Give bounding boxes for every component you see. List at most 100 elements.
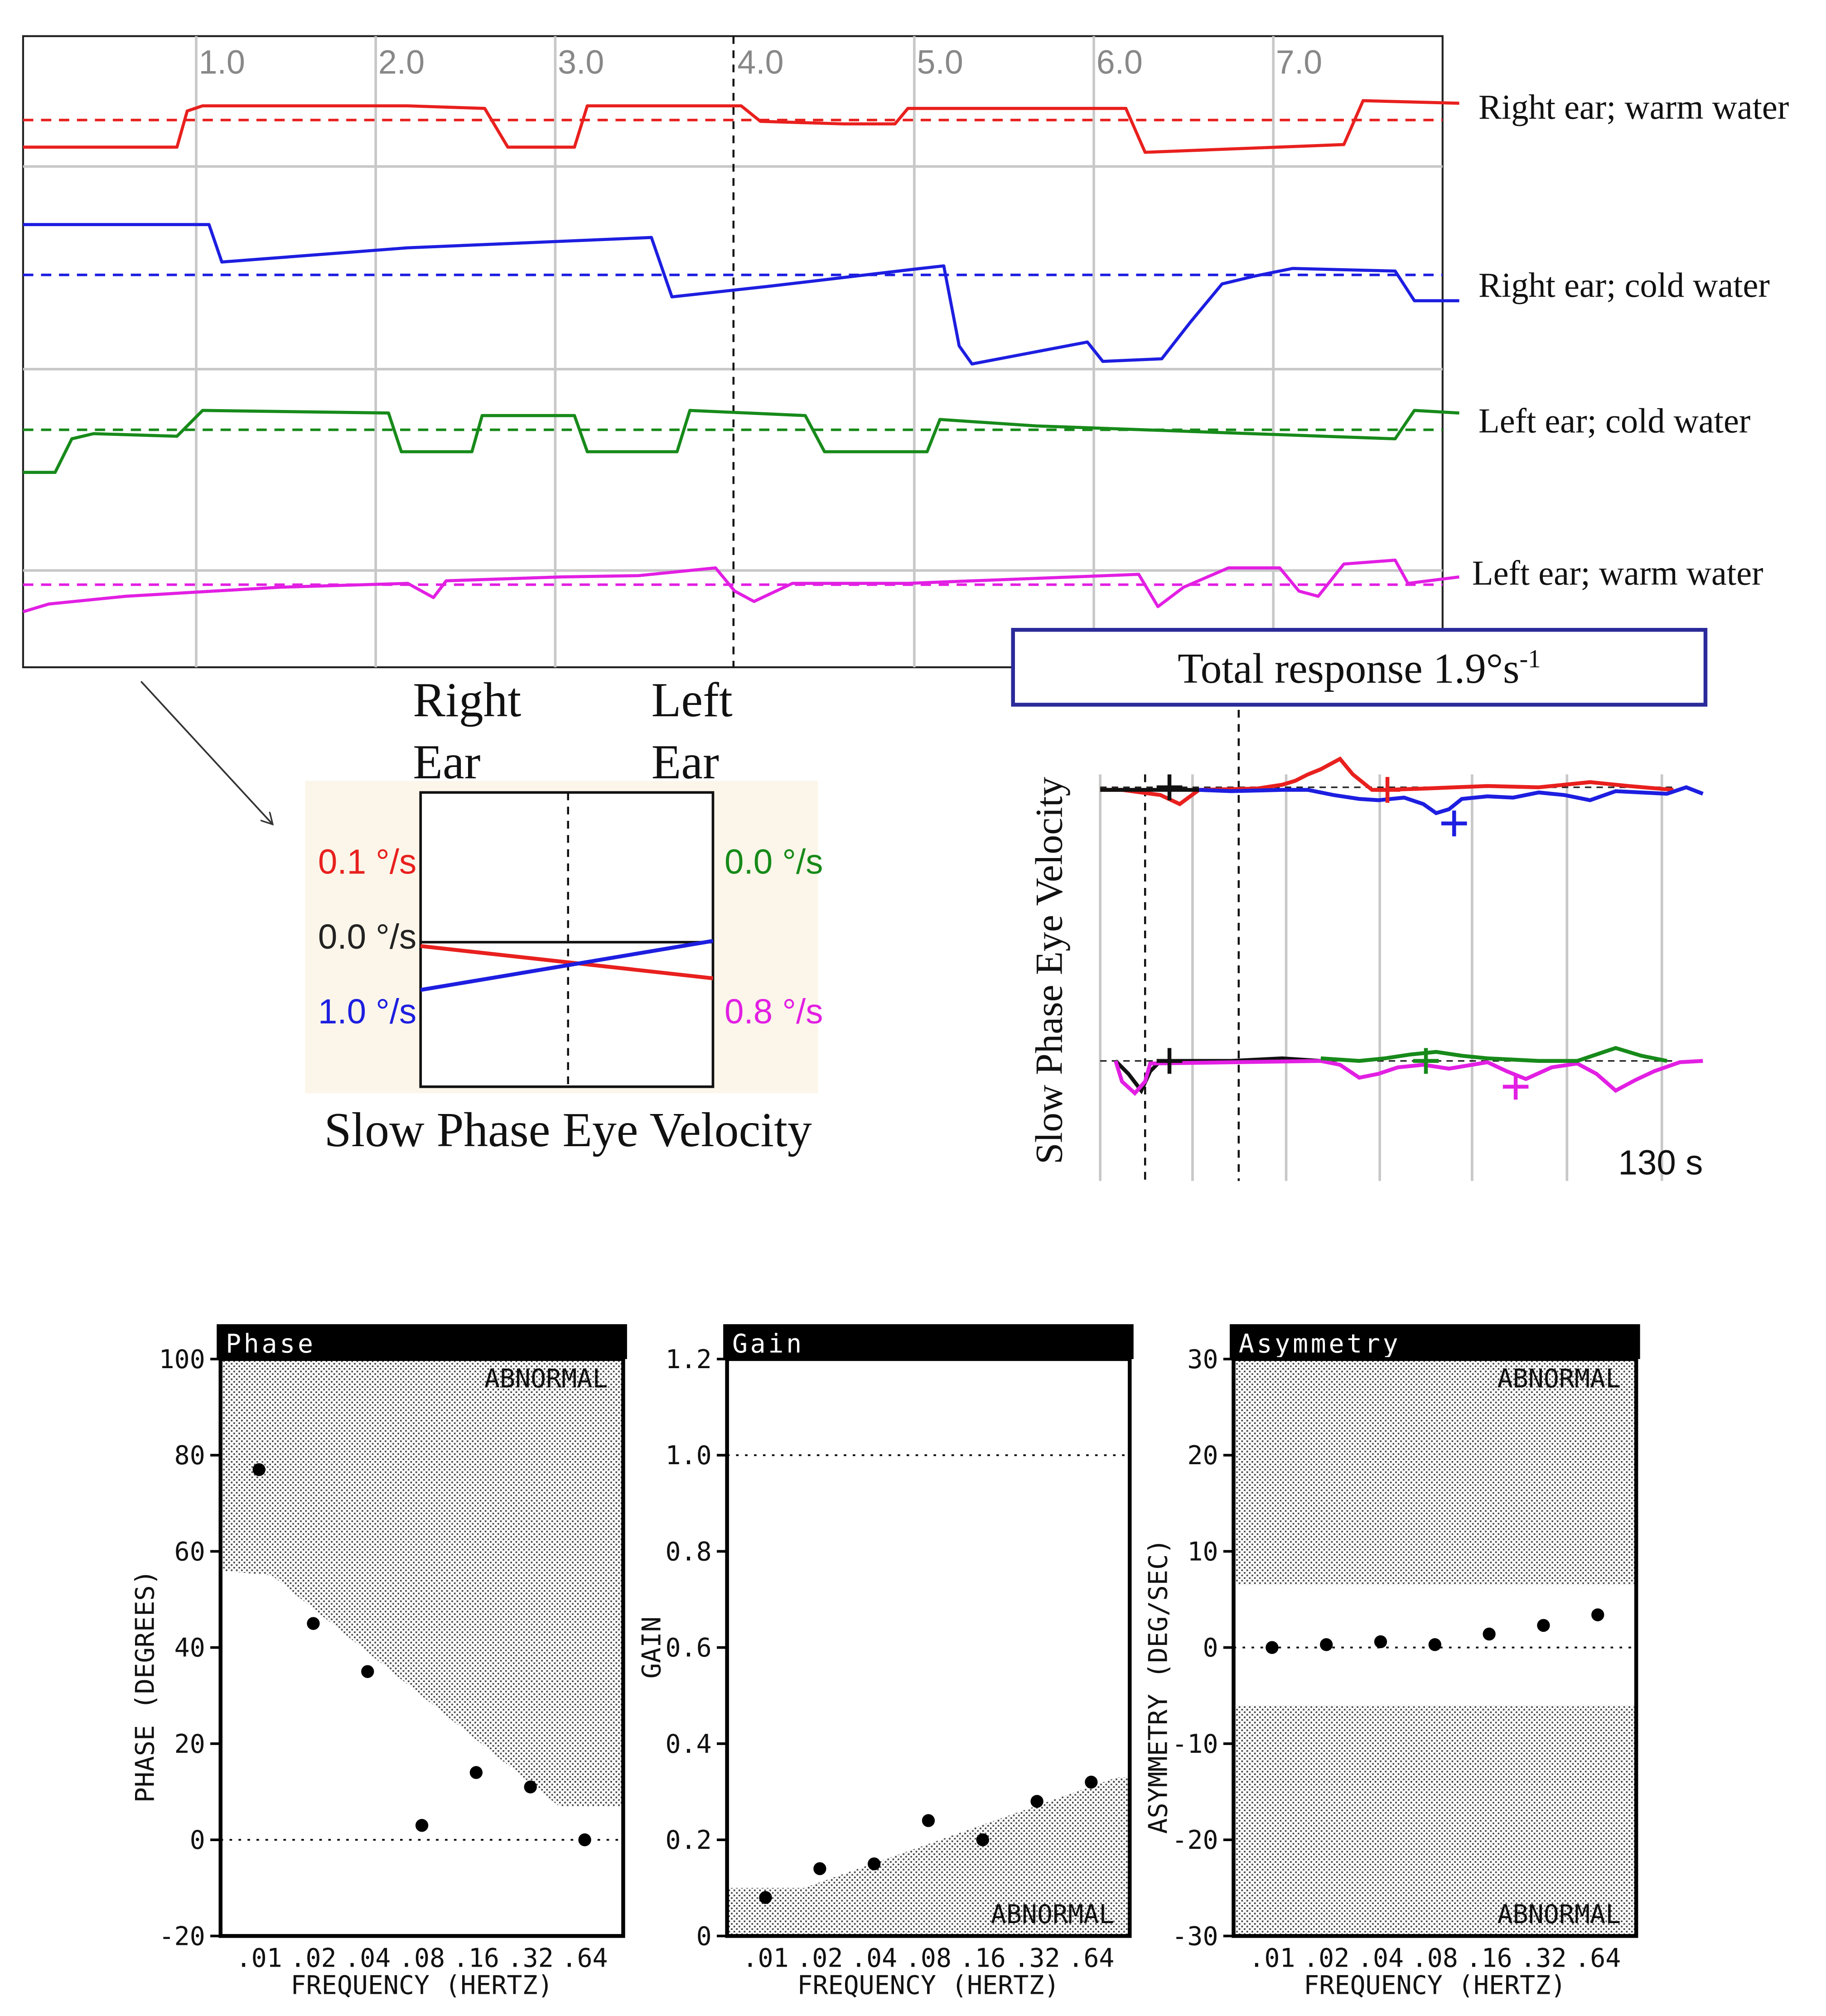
x-axis-label: FREQUENCY (HERTZ) <box>291 1970 553 2000</box>
total-green-trace <box>1320 1046 1667 1063</box>
y-tick-label: 60 <box>174 1537 205 1567</box>
x-tick-label: .08 <box>1412 1944 1458 1973</box>
total-black-trace-lower <box>1114 1056 1321 1095</box>
y-tick-label: -30 <box>1172 1921 1218 1951</box>
plus-marker <box>1374 777 1401 803</box>
x-axis-label: FREQUENCY (HERTZ) <box>797 1970 1059 2000</box>
y-tick-label: -20 <box>1172 1825 1218 1855</box>
trace-line <box>22 559 1460 613</box>
arrow-panel: Right Ear Left Ear 0.1 °/s 0.0 °/s 1.0 °/s… <box>305 673 823 1157</box>
trace-tick-label: 6.0 <box>1097 43 1143 81</box>
y-tick-label: 0.6 <box>665 1633 711 1663</box>
right-ear-warm-arrow <box>420 944 713 980</box>
arrow-right-label: 0.8 °/s <box>725 993 823 1031</box>
total-magenta-trace <box>1114 1059 1703 1096</box>
total-plus-markers <box>1156 774 1529 1100</box>
arrow-left-label: 0.0 °/s <box>318 918 416 956</box>
total-response-text: Total response 1.9°s <box>1178 646 1519 692</box>
y-tick-label: 0 <box>696 1921 712 1951</box>
y-axis-label: GAIN <box>637 1616 667 1678</box>
left-ear-header-line1: Left <box>652 673 733 727</box>
data-point <box>976 1833 989 1847</box>
trace-line <box>23 409 1459 474</box>
y-axis-label: ASYMMETRY (DEG/SEC) <box>1144 1539 1174 1833</box>
data-point <box>469 1766 483 1779</box>
right-ear-cold-arrow <box>420 939 714 992</box>
x-tick-label: .08 <box>905 1944 952 1973</box>
data-point <box>1030 1794 1043 1808</box>
x-tick-label: .32 <box>507 1944 554 1973</box>
total-response-box <box>1011 627 1708 707</box>
asymmetry-chart: Asymmetry ABNORMAL ABNORMAL 30 20 10 0 -10 -20 -3… <box>1144 1324 1640 2001</box>
x-tick-label: .64 <box>561 1944 608 1973</box>
data-point <box>1266 1641 1279 1654</box>
x-tick-label: .01 <box>236 1944 282 1973</box>
trace-tick-label: 7.0 <box>1276 43 1322 81</box>
data-point <box>759 1891 772 1904</box>
total-response-panel: Total response 1.9°s-1 Slow Phase Eye Ve… <box>1011 627 1708 1182</box>
chart-title: Asymmetry <box>1239 1329 1401 1359</box>
y-tick-label: 10 <box>1187 1537 1218 1567</box>
chart-title-bar <box>217 1324 627 1359</box>
x-tick-label: .32 <box>1014 1944 1060 1973</box>
total-response-title: Total response 1.9°s-1 <box>1178 645 1541 692</box>
abnormal-region-bottom <box>1233 1705 1637 1936</box>
y-tick-label: -20 <box>159 1921 205 1951</box>
trace-label: Left ear; cold water <box>1478 401 1750 440</box>
x-tick-label: .64 <box>1575 1944 1621 1973</box>
arrow-right-label: 0.0 °/s <box>725 843 823 881</box>
data-point <box>922 1814 935 1827</box>
y-tick-label: 1.0 <box>665 1441 711 1471</box>
plus-marker <box>1502 1074 1529 1100</box>
y-tick-label: 0.8 <box>665 1537 711 1567</box>
arrow-right-labels: 0.0 °/s 0.8 °/s <box>725 843 823 1031</box>
caloric-trace-panel: 1.0 2.0 3.0 4.0 5.0 6.0 7.0 <box>22 35 1460 669</box>
gain-chart: Gain ABNORMAL 1.2 1.0 0.8 0.6 0.4 0.2 0 .01 .02 .04… <box>637 1324 1134 2001</box>
abnormal-label-top: ABNORMAL <box>1498 1364 1621 1394</box>
y-tick-label: 80 <box>174 1441 205 1471</box>
x-tick-label: .04 <box>344 1944 391 1973</box>
right-ear-header-line1: Right <box>413 673 521 727</box>
data-point <box>868 1857 881 1871</box>
right-ear-header-line2: Ear <box>413 735 480 789</box>
data-point <box>1320 1638 1333 1651</box>
y-tick-label: 20 <box>174 1729 205 1759</box>
abnormal-label-bottom: ABNORMAL <box>1498 1900 1621 1929</box>
x-tick-label: .02 <box>797 1944 843 1973</box>
x-tick-label: .16 <box>960 1944 1006 1973</box>
chart-title: Phase <box>226 1329 316 1359</box>
abnormal-label: ABNORMAL <box>991 1900 1115 1929</box>
zoom-arrow <box>140 680 272 823</box>
chart-title-bar <box>1230 1324 1640 1359</box>
total-y-label: Slow Phase Eye Velocity <box>1028 776 1071 1164</box>
x-tick-label: .01 <box>742 1944 788 1973</box>
arrow-left-label: 1.0 °/s <box>318 993 416 1031</box>
x-axis-label: FREQUENCY (HERTZ) <box>1304 1970 1566 2000</box>
plus-marker <box>1413 1048 1439 1074</box>
trace-lines <box>22 99 1460 613</box>
data-point <box>1591 1608 1604 1621</box>
x-tick-label: .08 <box>399 1944 445 1973</box>
trace-tick-label: 5.0 <box>917 43 963 81</box>
plus-marker <box>1156 774 1183 801</box>
y-tick-label: 0 <box>190 1825 205 1855</box>
y-tick-label: 0.2 <box>665 1825 711 1855</box>
trace-tick-label: 2.0 <box>378 43 425 81</box>
chart-title: Gain <box>732 1329 804 1359</box>
data-point <box>1428 1638 1441 1651</box>
arrow-caption: Slow Phase Eye Velocity <box>324 1103 812 1157</box>
phase-chart: Phase ABNORMAL 100 80 60 40 20 0 -20 .01 .02 .04 .08… <box>130 1324 627 2001</box>
x-tick-label: .01 <box>1249 1944 1295 1973</box>
arrow-left-label: 0.1 °/s <box>318 843 416 881</box>
abnormal-region <box>220 1359 623 1806</box>
total-time-label: 130 s <box>1618 1143 1703 1182</box>
y-tick-label: 40 <box>174 1633 205 1663</box>
data-point <box>578 1833 591 1847</box>
y-tick-label: -10 <box>1172 1729 1218 1759</box>
x-tick-label: .02 <box>290 1944 336 1973</box>
data-point <box>252 1463 266 1476</box>
y-axis-label: PHASE (DEGREES) <box>130 1570 160 1803</box>
total-blue-trace <box>1198 785 1704 815</box>
y-tick-label: 1.2 <box>665 1345 711 1375</box>
